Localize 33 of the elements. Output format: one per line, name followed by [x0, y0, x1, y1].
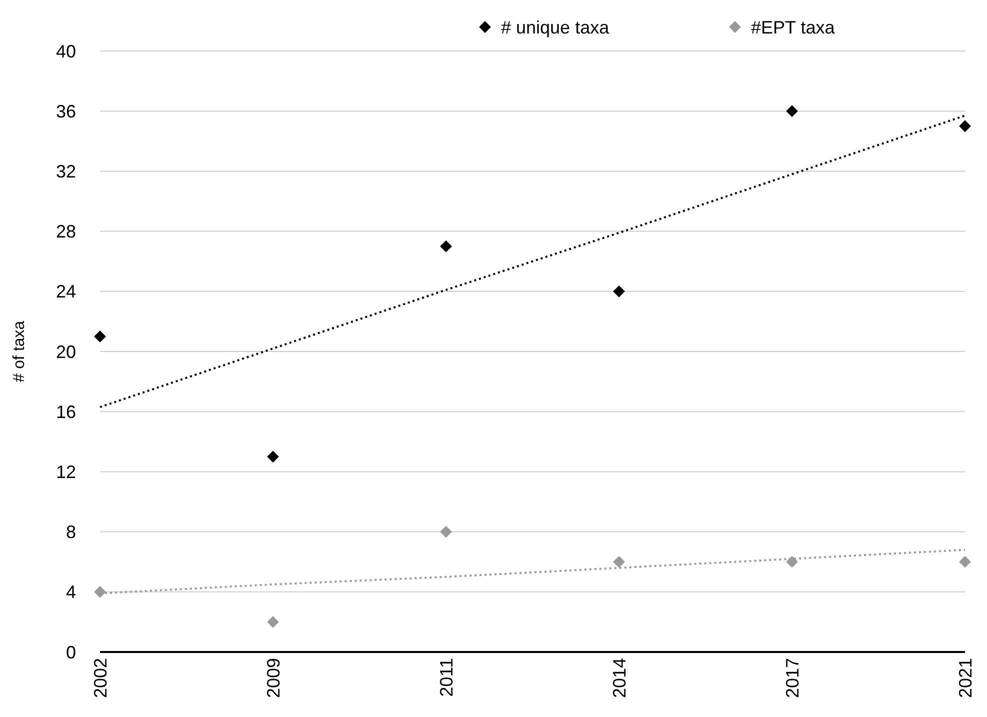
- point: [959, 556, 971, 568]
- y-tick-label: 16: [56, 402, 76, 422]
- y-tick-label: 20: [56, 342, 76, 362]
- point: [440, 526, 452, 538]
- point: [613, 556, 625, 568]
- point: [267, 450, 279, 463]
- y-tick-label: 0: [66, 642, 76, 662]
- y-axis-title: # of taxa: [11, 320, 28, 382]
- y-tick-label: 28: [56, 222, 76, 242]
- point: [786, 556, 798, 568]
- y-tick-label: 8: [66, 522, 76, 542]
- x-tick-label: 2014: [609, 658, 630, 698]
- point: [786, 105, 798, 118]
- y-tick-label: 4: [66, 582, 76, 602]
- point: [94, 586, 106, 598]
- point: [959, 120, 971, 132]
- legend-label: #EPT taxa: [751, 17, 836, 38]
- y-tick-label: 24: [56, 282, 76, 302]
- y-tick-label: 40: [56, 41, 76, 62]
- point: [267, 616, 279, 628]
- x-tick-label: 2002: [90, 658, 110, 698]
- point: [440, 240, 452, 252]
- x-tick-label: 2021: [955, 658, 976, 698]
- legend-label: # unique taxa: [501, 17, 610, 38]
- x-tick-label: 2009: [263, 658, 284, 698]
- y-tick-label: 36: [56, 101, 76, 122]
- x-tick-label: 2017: [782, 658, 802, 698]
- line-series: [99, 114, 966, 408]
- y-tick-label: 12: [56, 462, 76, 482]
- x-tick-label: 2011: [436, 658, 456, 697]
- point: [613, 285, 625, 298]
- y-tick-label: 32: [56, 162, 76, 182]
- point: [94, 330, 106, 342]
